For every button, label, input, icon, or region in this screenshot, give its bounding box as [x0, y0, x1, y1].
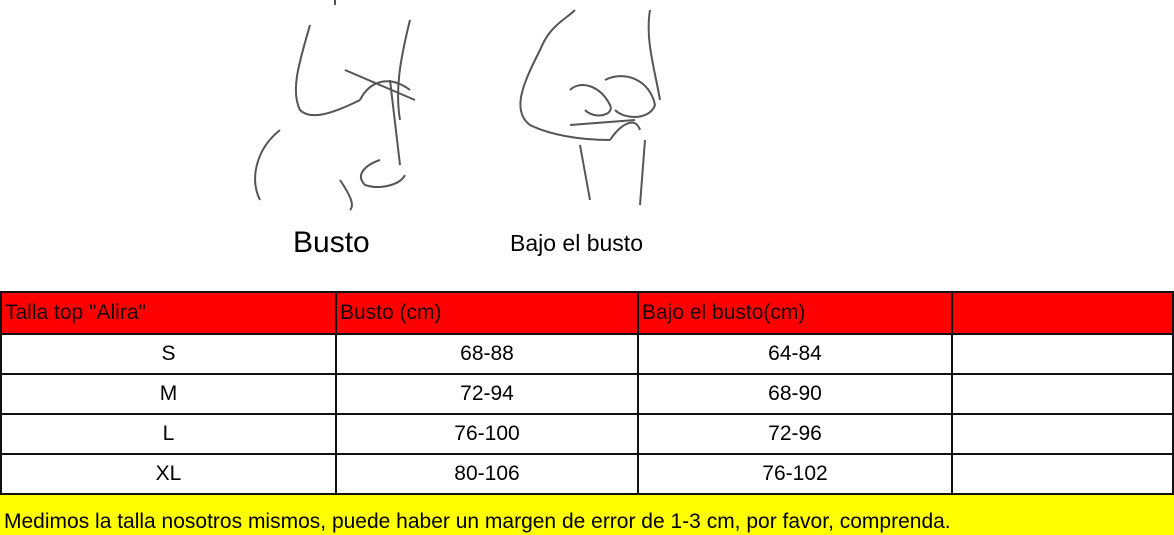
- table-row: L 76-100 72-96: [0, 413, 1174, 455]
- table-row: S 68-88 64-84: [0, 333, 1174, 375]
- cell-underbust: 72-96: [637, 413, 953, 455]
- cell-size: M: [0, 373, 337, 415]
- cell-bust: 76-100: [335, 413, 639, 455]
- header-size: Talla top "Alira": [0, 291, 337, 335]
- underbust-label: Bajo el busto: [510, 230, 643, 256]
- table-row: XL 80-106 76-102: [0, 453, 1174, 495]
- measurement-note: Medimos la talla nosotros mismos, puede …: [0, 493, 1174, 535]
- cell-empty: [951, 373, 1174, 415]
- cell-size: XL: [0, 453, 337, 495]
- table-header-row: Talla top "Alira" Busto (cm) Bajo el bus…: [0, 291, 1174, 335]
- cell-underbust: 64-84: [637, 333, 953, 375]
- cell-bust: 72-94: [335, 373, 639, 415]
- table-row: M 72-94 68-90: [0, 373, 1174, 415]
- bust-measurement-illustration: [254, 0, 416, 211]
- cell-empty: [951, 333, 1174, 375]
- cell-bust: 68-88: [335, 333, 639, 375]
- header-empty: [951, 291, 1174, 335]
- cell-underbust: 68-90: [637, 373, 953, 415]
- bust-label: Busto: [293, 226, 370, 259]
- cell-size: L: [0, 413, 337, 455]
- underbust-measurement-illustration: [519, 9, 661, 206]
- header-underbust: Bajo el busto(cm): [637, 291, 953, 335]
- cell-size: S: [0, 333, 337, 375]
- header-bust: Busto (cm): [335, 291, 639, 335]
- cell-bust: 80-106: [335, 453, 639, 495]
- size-table: Talla top "Alira" Busto (cm) Bajo el bus…: [0, 291, 1174, 495]
- cell-empty: [951, 413, 1174, 455]
- cell-empty: [951, 453, 1174, 495]
- cell-underbust: 76-102: [637, 453, 953, 495]
